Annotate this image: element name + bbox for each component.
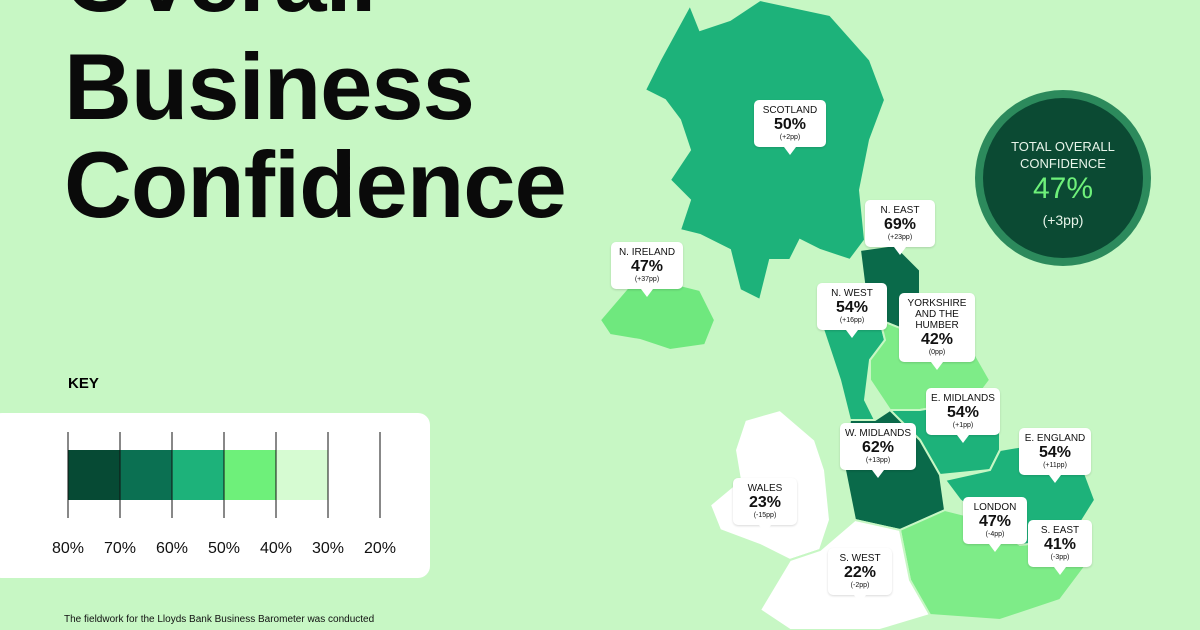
region-label: S. EAST 41% (-3pp) [1028, 520, 1092, 575]
key-label: 70% [104, 540, 136, 557]
region-value: 42% [920, 331, 954, 348]
region-shape [643, 0, 887, 302]
region-name: S. WEST [839, 553, 881, 564]
region-change: (-15pp) [753, 512, 777, 519]
region-label: N. IRELAND 47% (+37pp) [611, 242, 683, 297]
key-swatch [120, 450, 172, 500]
region-label: W. MIDLANDS 62% (+13pp) [840, 423, 916, 478]
region-change: (+2pp) [779, 134, 801, 141]
region-name: SCOTLAND [762, 105, 818, 116]
key-swatch [224, 450, 276, 500]
region-value: 54% [835, 299, 869, 316]
region-value: 62% [861, 439, 895, 456]
region-value: 47% [630, 258, 664, 275]
region-value: 54% [946, 404, 980, 421]
key-swatch [68, 450, 120, 500]
region-change: (+23pp) [887, 234, 913, 241]
footer-text: The fieldwork for the Lloyds Bank Busine… [64, 614, 375, 625]
region-label: E. ENGLAND 54% (+11pp) [1019, 428, 1091, 483]
region-label: SCOTLAND 50% (+2pp) [754, 100, 826, 155]
key-swatch [276, 450, 328, 500]
region-label: N. WEST 54% (+16pp) [817, 283, 887, 338]
region-name: N. IRELAND [618, 247, 676, 258]
key-label: 40% [260, 540, 292, 557]
region-value: 47% [978, 513, 1012, 530]
region-change: (+11pp) [1043, 462, 1067, 469]
title-line: Business [64, 34, 475, 139]
title-line: Overall [64, 0, 377, 26]
title-line: Confidence [64, 132, 567, 237]
region-change: (-3pp) [1050, 554, 1070, 561]
region-name: E. ENGLAND [1024, 433, 1086, 444]
total-circle [983, 98, 1143, 258]
total-change: (+3pp) [1042, 212, 1084, 228]
region-change: (-4pp) [985, 531, 1005, 538]
region-label: LONDON 47% (-4pp) [963, 497, 1027, 552]
key-swatch [172, 450, 224, 500]
key-title: KEY [68, 375, 99, 392]
total-label: TOTAL OVERALL CONFIDENCE [1011, 139, 1115, 171]
region-label: S. WEST 22% (-2pp) [828, 548, 892, 603]
key-label: 30% [312, 540, 344, 557]
region-name: E. MIDLANDS [931, 393, 995, 404]
region-value: 41% [1043, 536, 1077, 553]
region-label: YORKSHIRE AND THE HUMBER 42% (0pp) [899, 293, 975, 370]
region-label: E. MIDLANDS 54% (+1pp) [926, 388, 1000, 443]
region-label: WALES 23% (-15pp) [733, 478, 797, 533]
region-shape [598, 278, 717, 352]
region-value: 23% [748, 494, 782, 511]
region-change: (+13pp) [865, 457, 891, 464]
region-name: YORKSHIRE AND THE HUMBER [907, 298, 967, 331]
region-change: (+37pp) [634, 276, 660, 283]
region-value: 54% [1038, 444, 1072, 461]
region-name: LONDON [973, 502, 1017, 513]
region-name: N. WEST [831, 288, 873, 299]
region-change: (+1pp) [952, 422, 974, 429]
key-label: 20% [364, 540, 396, 557]
region-label: N. EAST 69% (+23pp) [865, 200, 935, 255]
key-label: 60% [156, 540, 188, 557]
region-name: N. EAST [880, 205, 920, 216]
region-name: W. MIDLANDS [844, 428, 912, 439]
region-value: 50% [773, 116, 807, 133]
region-name: S. EAST [1040, 525, 1080, 536]
region-value: 22% [843, 564, 877, 581]
region-change: (+16pp) [839, 317, 865, 324]
key-label: 50% [208, 540, 240, 557]
key-label: 80% [52, 540, 84, 557]
region-change: (0pp) [928, 349, 946, 356]
region-value: 69% [883, 216, 917, 233]
region-name: WALES [747, 483, 783, 494]
region-change: (-2pp) [850, 582, 870, 589]
total-value: 47% [1032, 172, 1094, 205]
